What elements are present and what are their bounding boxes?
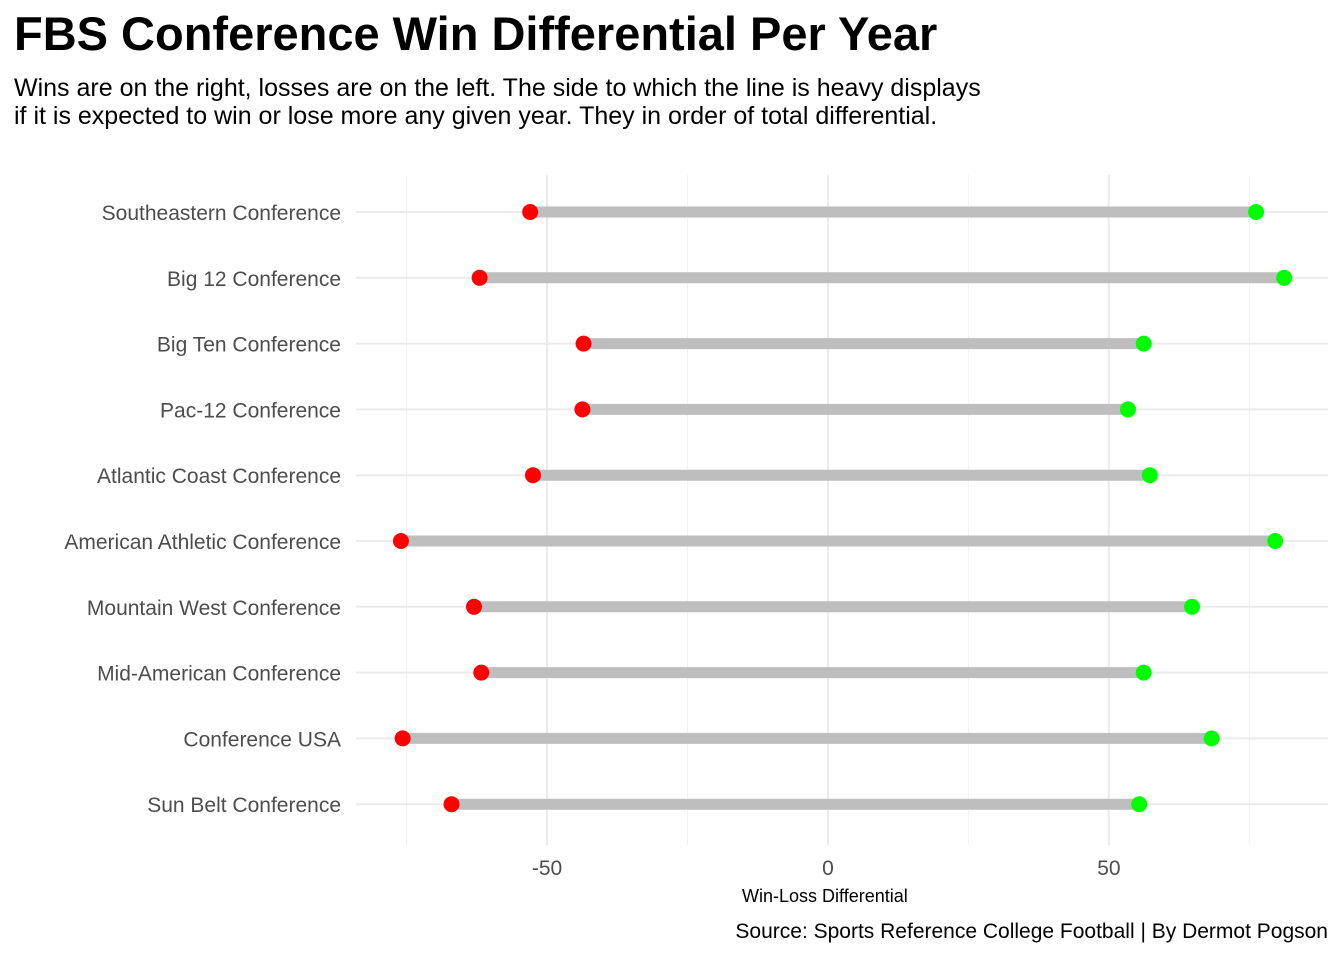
category-label: Pac-12 Conference bbox=[160, 399, 341, 422]
win-point bbox=[1119, 401, 1136, 418]
loss-point bbox=[392, 533, 409, 549]
x-tick-label: 0 bbox=[822, 857, 834, 880]
win-point bbox=[1267, 533, 1284, 549]
x-axis-title: Win-Loss Differential bbox=[742, 886, 908, 906]
segment-layer bbox=[400, 206, 1285, 810]
x-tick-label: 50 bbox=[1097, 857, 1120, 880]
loss-point bbox=[443, 796, 460, 813]
point-layer bbox=[392, 204, 1293, 813]
loss-point bbox=[574, 401, 591, 418]
category-label: Mid-American Conference bbox=[97, 663, 341, 686]
loss-point bbox=[465, 598, 482, 615]
category-label: Mountain West Conference bbox=[87, 597, 341, 620]
loss-point bbox=[473, 664, 490, 681]
category-label: Conference USA bbox=[183, 728, 341, 751]
win-point bbox=[1135, 335, 1152, 352]
category-label: American Athletic Conference bbox=[64, 531, 341, 554]
loss-point bbox=[524, 467, 541, 484]
loss-point bbox=[522, 204, 539, 220]
category-labels: Southeastern Conference Big 12 Conference… bbox=[64, 202, 341, 817]
category-label: Southeastern Conference bbox=[102, 202, 341, 225]
win-point bbox=[1135, 664, 1152, 681]
win-point bbox=[1248, 204, 1265, 220]
category-label: Big Ten Conference bbox=[157, 334, 341, 357]
loss-point bbox=[394, 730, 411, 747]
category-label: Sun Belt Conference bbox=[147, 794, 341, 817]
x-axis-ticks: -50 0 50 bbox=[532, 857, 1121, 880]
chart-caption: Source: Sports Reference College Footbal… bbox=[735, 920, 1328, 943]
win-point bbox=[1131, 796, 1148, 813]
category-label: Atlantic Coast Conference bbox=[97, 465, 341, 488]
win-point bbox=[1141, 467, 1158, 484]
loss-point bbox=[575, 335, 592, 352]
win-point bbox=[1184, 598, 1201, 615]
loss-point bbox=[471, 269, 488, 286]
x-tick-label: -50 bbox=[532, 857, 562, 880]
win-point bbox=[1276, 269, 1293, 286]
chart-subtitle: Wins are on the right, losses are on the… bbox=[14, 74, 981, 130]
chart-title: FBS Conference Win Differential Per Year bbox=[14, 7, 938, 60]
win-point bbox=[1203, 730, 1220, 747]
category-label: Big 12 Conference bbox=[167, 268, 341, 291]
